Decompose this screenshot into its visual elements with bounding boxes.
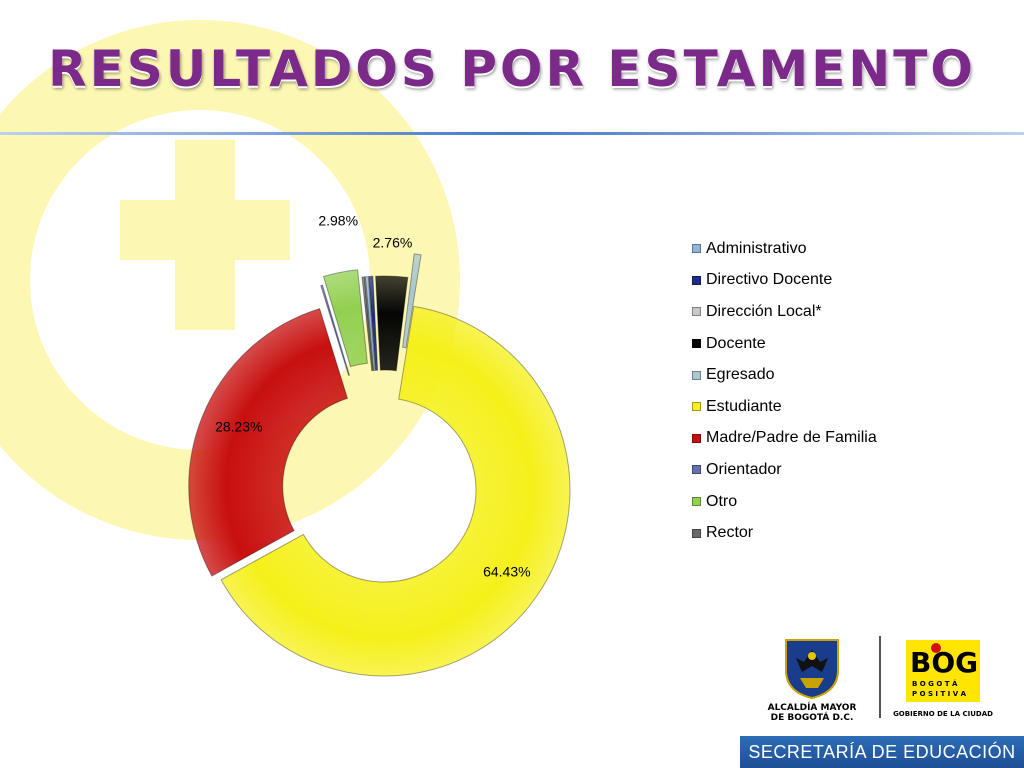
slice-madre-padre-de-familia [188, 307, 349, 577]
bog-red-dot-icon [931, 643, 941, 653]
data-label-otro: 2.98% [318, 212, 358, 228]
legend-swatch [692, 528, 701, 538]
legend-item-rector: Rector [692, 517, 877, 549]
slice-docente [375, 275, 409, 372]
legend-label: Otro [706, 492, 738, 510]
bogota-coat-of-arms-icon [785, 639, 839, 700]
bog-logo-box [906, 640, 980, 702]
legend-label: Directivo Docente [706, 271, 833, 289]
legend-item-directivo-docente: Directivo Docente [692, 265, 877, 297]
logo-left-line1: ALCALDÍA MAYOR [768, 701, 857, 713]
logo-right-sub2: P O S I T I V A [912, 690, 967, 698]
legend-label: Madre/Padre de Familia [706, 429, 877, 447]
logo-right-text: BOG [910, 646, 978, 679]
legend-label: Orientador [706, 460, 782, 478]
data-label-estudiante: 64.43% [483, 564, 530, 580]
legend-item-administrativo: Administrativo [692, 233, 877, 265]
slice-otro [322, 269, 368, 368]
legend-label: Administrativo [706, 239, 807, 257]
legend-label: Rector [706, 524, 754, 542]
slice-estudiante [220, 305, 571, 677]
title-underline [0, 132, 1024, 135]
logos-area: ALCALDÍA MAYOR DE BOGOTÁ D.C. BOG B O G … [748, 632, 1024, 723]
legend-item-egresado: Egresado [692, 359, 877, 391]
legend-swatch [692, 402, 701, 412]
legend-item-orientador: Orientador [692, 454, 877, 486]
logos-graphic: ALCALDÍA MAYOR DE BOGOTÁ D.C. BOG B O G … [768, 636, 993, 723]
legend-swatch [692, 275, 701, 285]
legend-swatch [692, 465, 701, 475]
legend-label: Estudiante [706, 397, 782, 415]
data-label-madre-padre-de-familia: 28.23% [215, 418, 262, 434]
legend-item-estudiante: Estudiante [692, 391, 877, 423]
logo-left-line2: DE BOGOTÁ D.C. [771, 711, 854, 722]
chart-legend: Administrativo Directivo Docente Dirección… [692, 233, 877, 549]
legend-item-madre-padre-de-familia: Madre/Padre de Familia [692, 423, 877, 455]
legend-item-direcci-n-local: Dirección Local* [692, 296, 877, 328]
legend-label: Docente [706, 334, 766, 352]
footer-bar: SECRETARÍA DE EDUCACIÓN [740, 736, 1024, 768]
data-label-docente: 2.76% [373, 234, 413, 250]
logo-right-caption: GOBIERNO DE LA CIUDAD [893, 710, 993, 718]
slice-directivo-docente [368, 275, 379, 371]
legend-swatch [692, 497, 701, 507]
logo-right-sub1: B O G O T Á [912, 679, 958, 688]
slice-direcci-n-local [363, 276, 374, 372]
slice-rector [361, 276, 374, 372]
legend-swatch [692, 370, 701, 380]
slice-orientador [320, 284, 351, 376]
legend-swatch [692, 433, 701, 443]
slice-egresado [402, 253, 422, 349]
legend-swatch [692, 244, 701, 254]
legend-swatch [692, 339, 701, 349]
legend-item-docente: Docente [692, 328, 877, 360]
legend-label: Dirección Local* [706, 302, 822, 320]
slice-administrativo [364, 276, 376, 371]
legend-swatch [692, 307, 701, 317]
slide-title: RESULTADOS POR ESTAMENTO [48, 40, 976, 98]
legend-item-otro: Otro [692, 486, 877, 518]
legend-label: Egresado [706, 366, 775, 384]
